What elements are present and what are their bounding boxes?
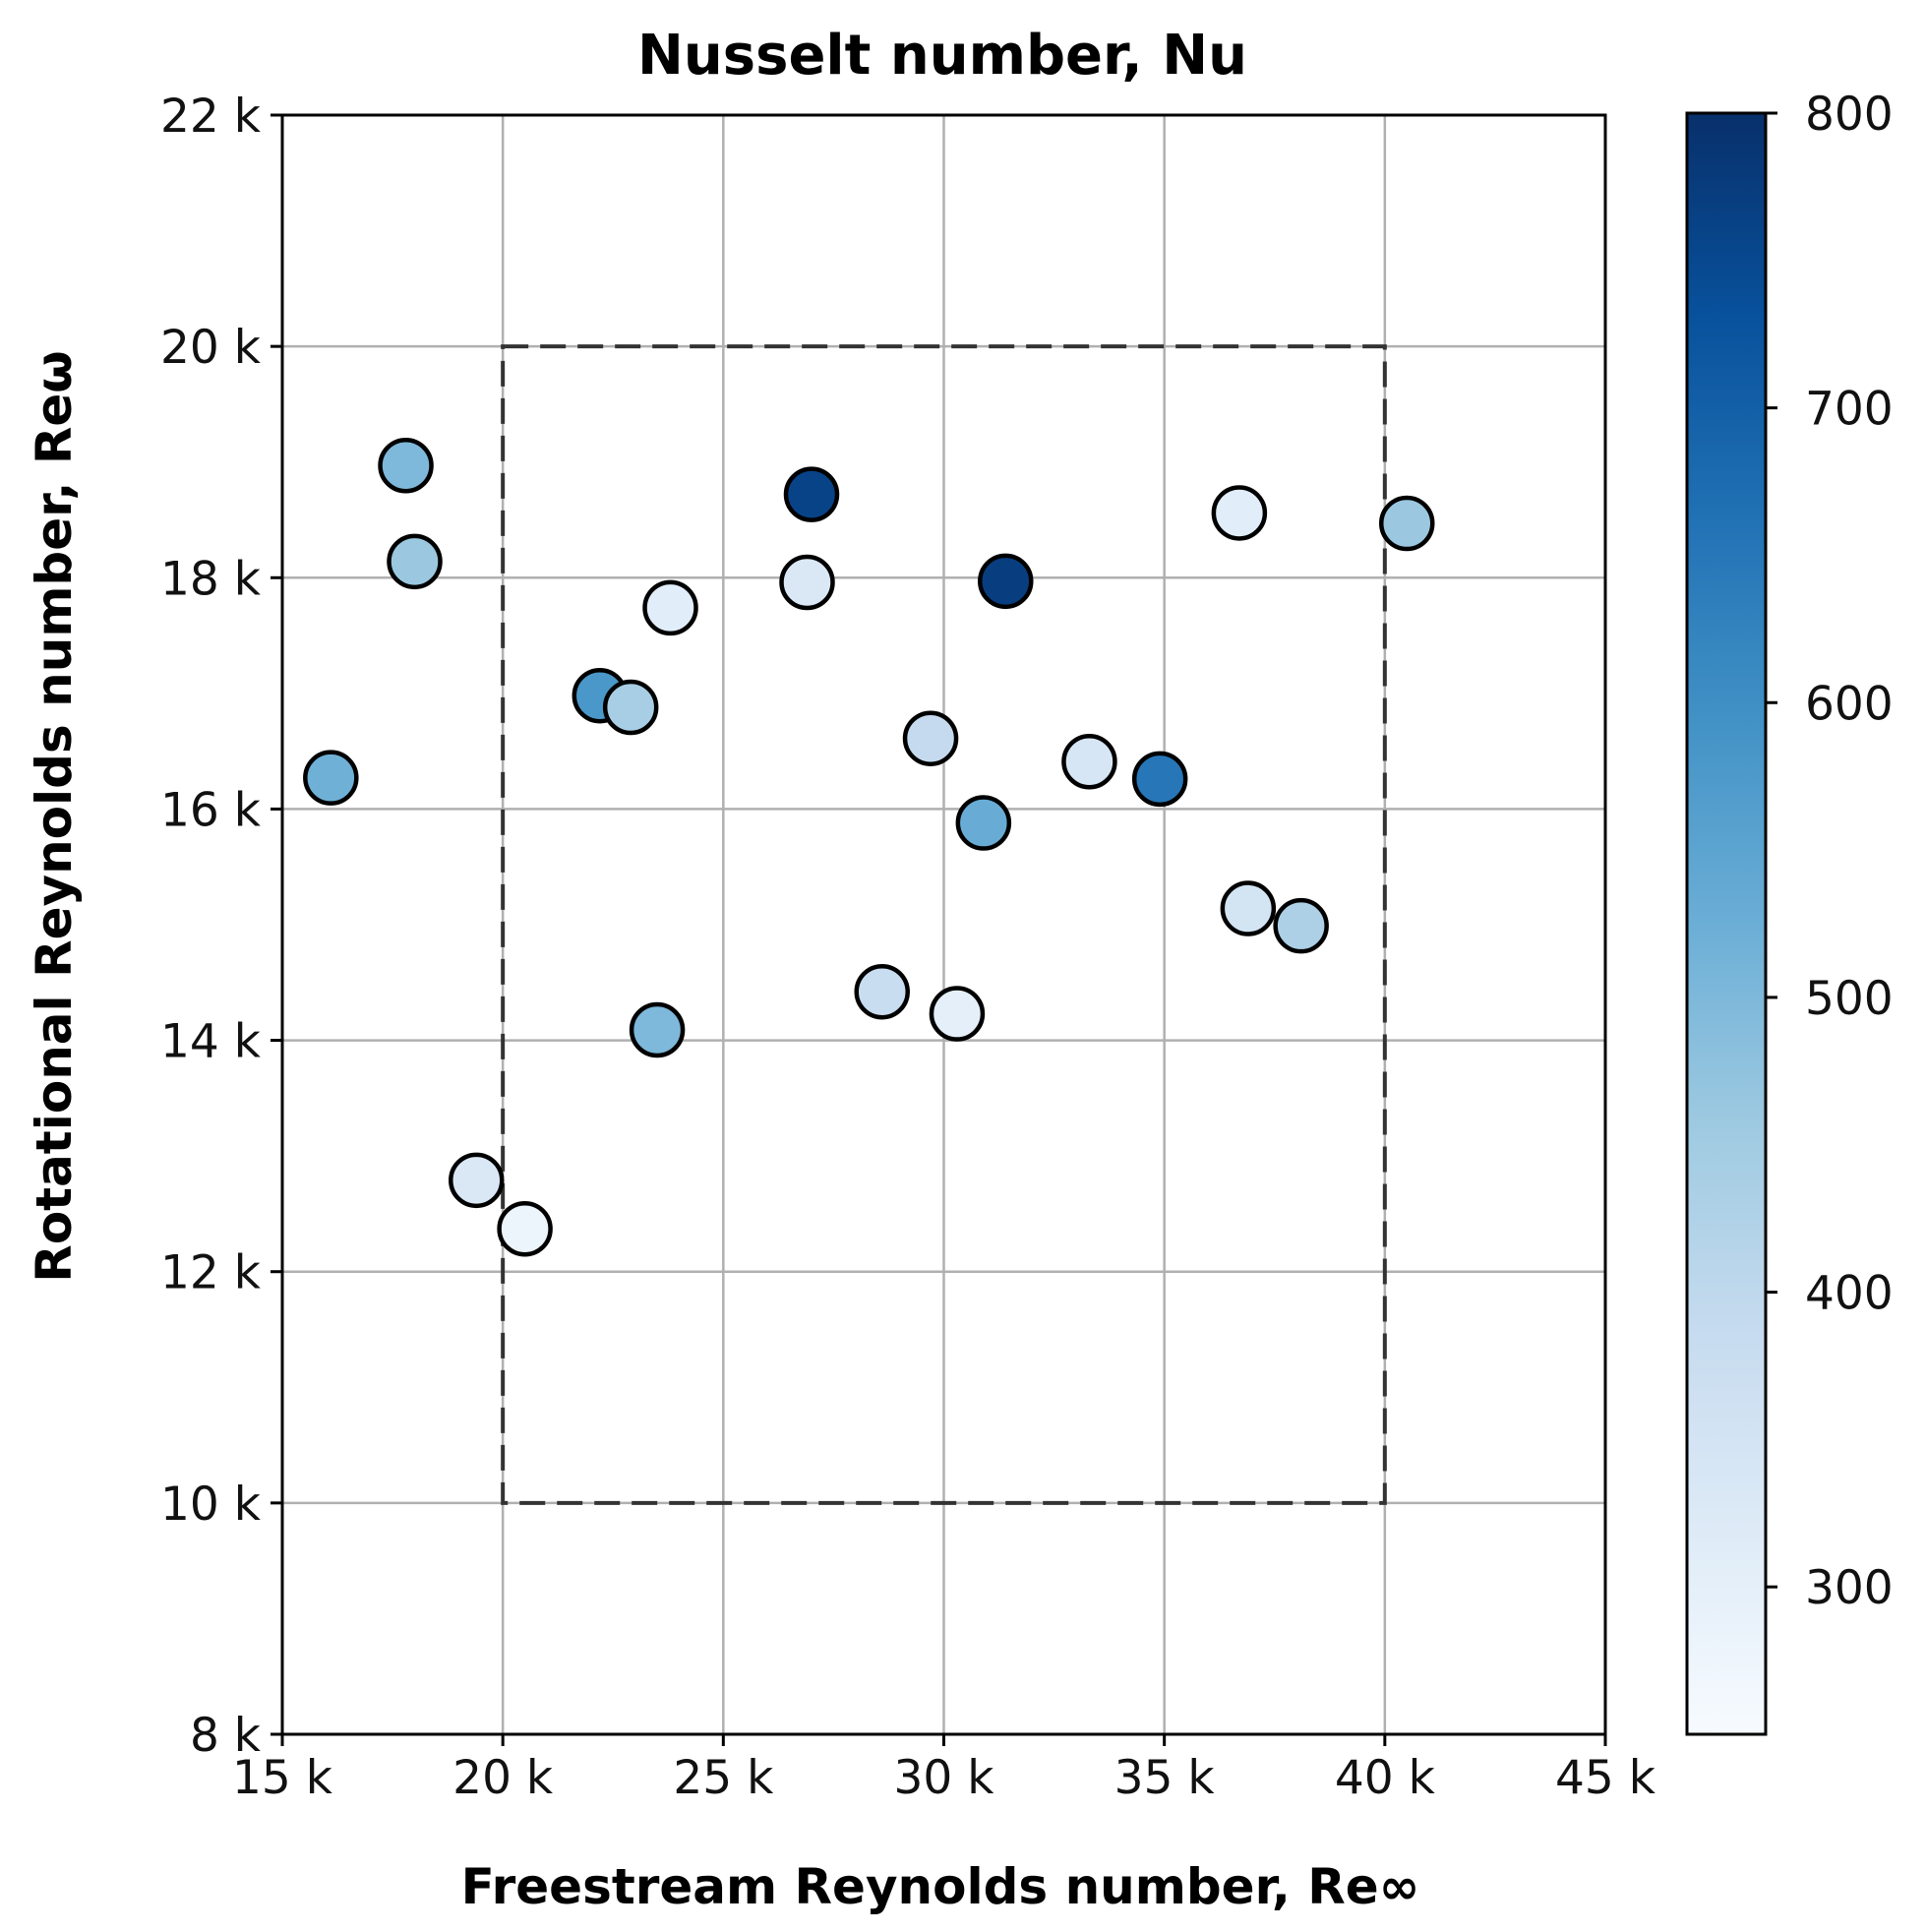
colorbar-frame xyxy=(1685,111,1768,1736)
x-tick-label: 20 k xyxy=(452,1751,554,1805)
data-point xyxy=(629,1001,686,1058)
data-point xyxy=(303,750,359,806)
data-point xyxy=(978,553,1034,610)
data-point xyxy=(1131,751,1188,808)
colorbar-tick-label: 800 xyxy=(1805,88,1894,142)
data-point xyxy=(602,679,659,736)
data-point xyxy=(1273,897,1329,954)
colorbar-tick-label: 500 xyxy=(1805,972,1894,1026)
x-axis-ticks: 15 k 20 k 25 k 30 k 35 k 40 k 45 k xyxy=(232,1734,1656,1805)
x-axis-label: Freestream Reynolds number, Re∞ xyxy=(461,1858,1420,1915)
data-point xyxy=(779,554,835,611)
data-point xyxy=(497,1200,553,1257)
data-point xyxy=(387,533,443,590)
y-tick-label: 14 k xyxy=(160,1015,262,1069)
y-tick-label: 8 k xyxy=(190,1709,262,1763)
data-point xyxy=(449,1152,505,1209)
x-tick-label: 45 k xyxy=(1555,1751,1656,1805)
x-tick-label: 15 k xyxy=(232,1751,333,1805)
data-point xyxy=(378,437,434,494)
y-tick-label: 18 k xyxy=(160,552,262,606)
colorbar-ticks: 300 400 500 600 700 800 xyxy=(1766,88,1894,1615)
x-tick-label: 30 k xyxy=(894,1751,995,1805)
data-point xyxy=(929,986,986,1042)
data-point xyxy=(854,963,910,1020)
x-tick-label: 35 k xyxy=(1114,1751,1216,1805)
data-points xyxy=(303,437,1435,1257)
colorbar-tick-label: 700 xyxy=(1805,383,1894,437)
y-axis-label: Rotational Reynolds number, Reω xyxy=(26,350,83,1282)
chart-title: Nusselt number, Nu xyxy=(637,24,1247,88)
data-point xyxy=(1061,733,1117,790)
colorbar-gradient xyxy=(1687,113,1766,1734)
y-tick-label: 22 k xyxy=(160,90,262,144)
data-point xyxy=(1220,880,1277,936)
y-tick-label: 16 k xyxy=(160,783,262,837)
x-tick-label: 40 k xyxy=(1335,1751,1436,1805)
data-point xyxy=(1211,485,1268,541)
grid-lines xyxy=(280,113,1607,1736)
data-point xyxy=(783,466,840,522)
data-point xyxy=(1379,495,1435,552)
colorbar-tick-label: 400 xyxy=(1805,1267,1894,1321)
colorbar: 300 400 500 600 700 800 xyxy=(1685,88,1894,1736)
y-axis-ticks: 8 k 10 k 12 k 14 k 16 k 18 k 20 k 22 k xyxy=(160,90,282,1763)
y-tick-label: 20 k xyxy=(160,321,262,375)
x-tick-label: 25 k xyxy=(673,1751,774,1805)
y-tick-label: 10 k xyxy=(160,1478,262,1532)
design-space-box xyxy=(501,344,1387,1505)
y-tick-label: 12 k xyxy=(160,1246,262,1300)
data-point xyxy=(902,710,959,766)
data-point xyxy=(955,795,1012,851)
colorbar-tick-label: 300 xyxy=(1805,1561,1894,1615)
colorbar-tick-label: 600 xyxy=(1805,677,1894,731)
data-point xyxy=(642,579,698,636)
